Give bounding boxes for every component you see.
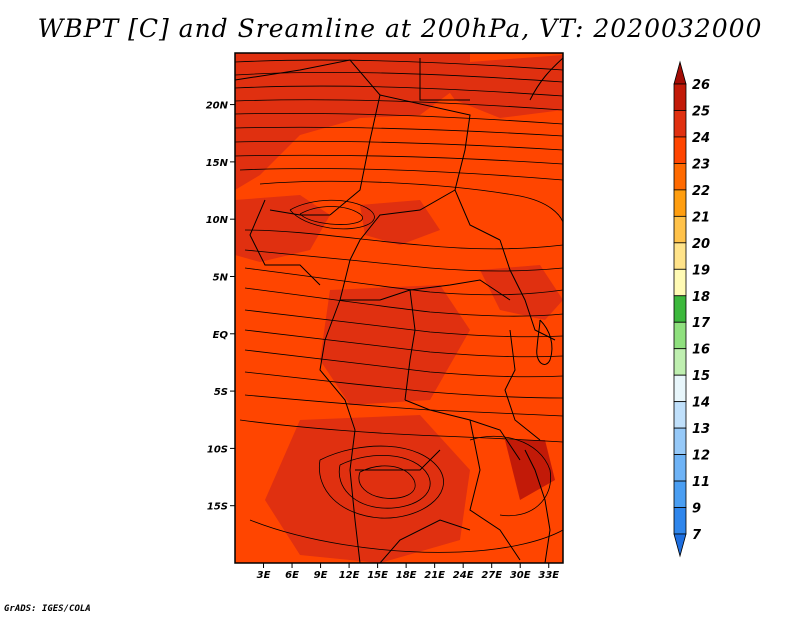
colorbar-label: 19: [692, 263, 710, 278]
colorbar-segment: [673, 374, 687, 403]
lon-tick-label: 15E: [367, 570, 388, 581]
map-title: WBPT [C] and Sreamline at 200hPa, VT: 20…: [37, 14, 763, 43]
colorbar-label: 11: [692, 475, 710, 490]
colorbar-segment: [673, 242, 687, 270]
colorbar-segment: [673, 295, 687, 323]
colorbar-label: 25: [692, 104, 710, 119]
colorbar-label: 24: [692, 131, 710, 146]
colorbar-segment: [673, 268, 687, 297]
lon-tick-label: 21E: [424, 570, 445, 581]
colorbar-label: 16: [692, 343, 710, 358]
lon-tick-label: 27E: [481, 570, 502, 581]
colorbar: 7 9 11 12 13 14 15 16 17 18 19 20 21 22 23 24 25 26: [673, 60, 711, 558]
colorbar-label: 20: [692, 237, 710, 252]
colorbar-label: 23: [692, 157, 710, 172]
colorbar-segment: [673, 163, 687, 191]
colorbar-segment: [673, 189, 687, 217]
colorbar-label: 17: [692, 316, 711, 331]
map-frame: [234, 52, 564, 564]
colorbar-segment: [673, 215, 687, 244]
lon-tick-label: 33E: [538, 570, 559, 581]
colorbar-segment: [673, 427, 687, 455]
lat-tick-label: 15S: [207, 502, 228, 513]
lat-tick-label: 20N: [206, 101, 229, 112]
colorbar-segment: [673, 401, 687, 429]
lon-tick-label: 3E: [257, 570, 271, 581]
lat-tick-label: 10N: [206, 215, 229, 226]
colorbar-segment: [673, 454, 687, 482]
colorbar-top-arrow: [673, 60, 687, 85]
lon-axis: 3E 6E 9E 12E 15E 18E 21E 24E 27E 30E 33E: [257, 563, 559, 581]
colorbar-label: 14: [692, 396, 710, 411]
colorbar-segment: [673, 136, 687, 164]
colorbar-label: 12: [692, 449, 710, 464]
grads-credit: GrADS: IGES/COLA: [4, 604, 91, 614]
lon-tick-label: 24E: [453, 570, 474, 581]
lon-tick-label: 30E: [510, 570, 531, 581]
colorbar-segment: [673, 507, 687, 535]
colorbar-label: 21: [692, 210, 710, 225]
lat-tick-label: 5S: [214, 387, 228, 398]
lon-tick-label: 6E: [285, 570, 299, 581]
lat-tick-label: EQ: [213, 330, 229, 341]
lon-tick-label: 12E: [339, 570, 360, 581]
colorbar-label: 13: [692, 422, 710, 437]
colorbar-segment: [673, 348, 687, 376]
colorbar-bottom-arrow: [673, 533, 687, 558]
colorbar-label: 26: [692, 78, 710, 93]
colorbar-label: 7: [692, 528, 702, 543]
colorbar-segment: [673, 321, 687, 350]
lat-tick-label: 10S: [207, 444, 228, 455]
lon-tick-label: 9E: [314, 570, 328, 581]
lon-tick-label: 18E: [396, 570, 417, 581]
colorbar-segment: [673, 480, 687, 508]
colorbar-label: 22: [692, 184, 710, 199]
colorbar-label: 18: [692, 290, 710, 305]
colorbar-label: 15: [692, 369, 710, 384]
lat-axis: 20N 15N 10N 5N EQ 5S 10S 15S: [206, 101, 235, 513]
colorbar-segment: [673, 110, 687, 138]
country-borders: [235, 57, 563, 563]
colorbar-label: 9: [692, 502, 701, 517]
lat-tick-label: 15N: [206, 158, 229, 169]
colorbar-segment: [673, 83, 687, 111]
lat-tick-label: 5N: [213, 272, 229, 283]
